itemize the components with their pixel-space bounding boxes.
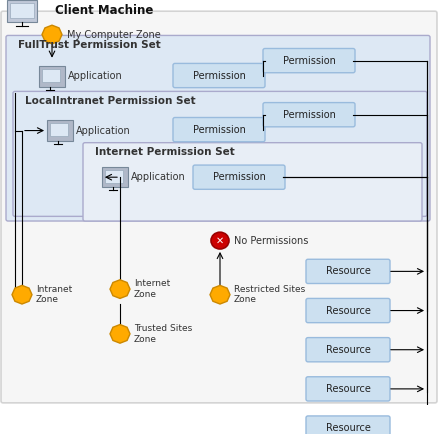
Text: Permission: Permission [212,172,265,182]
FancyBboxPatch shape [262,102,354,127]
Text: Permission: Permission [282,110,335,120]
Text: My Computer Zone: My Computer Zone [67,30,160,39]
Text: Permission: Permission [192,71,245,81]
Text: Internet Permission Set: Internet Permission Set [95,148,234,158]
Text: Application: Application [76,125,131,135]
FancyBboxPatch shape [173,63,265,88]
Bar [50,123,68,136]
FancyBboxPatch shape [305,259,389,283]
FancyBboxPatch shape [83,143,421,221]
Bar [7,0,37,23]
FancyBboxPatch shape [173,118,265,142]
FancyBboxPatch shape [6,36,429,221]
Text: Intranet
Zone: Intranet Zone [36,285,72,304]
Bar [10,3,34,18]
Text: Trusted Sites
Zone: Trusted Sites Zone [134,324,192,344]
FancyBboxPatch shape [305,338,389,362]
Text: Internet
Zone: Internet Zone [134,279,170,299]
Bar [102,167,128,187]
Text: Application: Application [131,172,185,182]
Text: No Permissions: No Permissions [233,236,307,246]
Text: Permission: Permission [192,125,245,135]
FancyBboxPatch shape [13,92,426,217]
Text: Resource: Resource [325,423,370,433]
Text: Client Machine: Client Machine [55,4,153,17]
Text: Restricted Sites
Zone: Restricted Sites Zone [233,285,304,304]
FancyBboxPatch shape [1,11,436,403]
Text: LocalIntranet Permission Set: LocalIntranet Permission Set [25,96,195,106]
Bar [39,66,65,87]
Text: Permission: Permission [282,56,335,66]
FancyBboxPatch shape [193,165,284,189]
Text: Application: Application [68,72,123,82]
Text: Resource: Resource [325,345,370,355]
Text: Resource: Resource [325,306,370,316]
Bar [42,69,60,82]
FancyBboxPatch shape [305,416,389,434]
FancyBboxPatch shape [305,299,389,322]
Bar [47,120,73,141]
Text: FullTrust Permission Set: FullTrust Permission Set [18,40,160,50]
Bar [105,170,123,183]
FancyBboxPatch shape [262,49,354,73]
Circle shape [211,232,229,249]
FancyBboxPatch shape [305,377,389,401]
Text: Resource: Resource [325,384,370,394]
Text: Resource: Resource [325,266,370,276]
Text: ✕: ✕ [215,236,223,246]
